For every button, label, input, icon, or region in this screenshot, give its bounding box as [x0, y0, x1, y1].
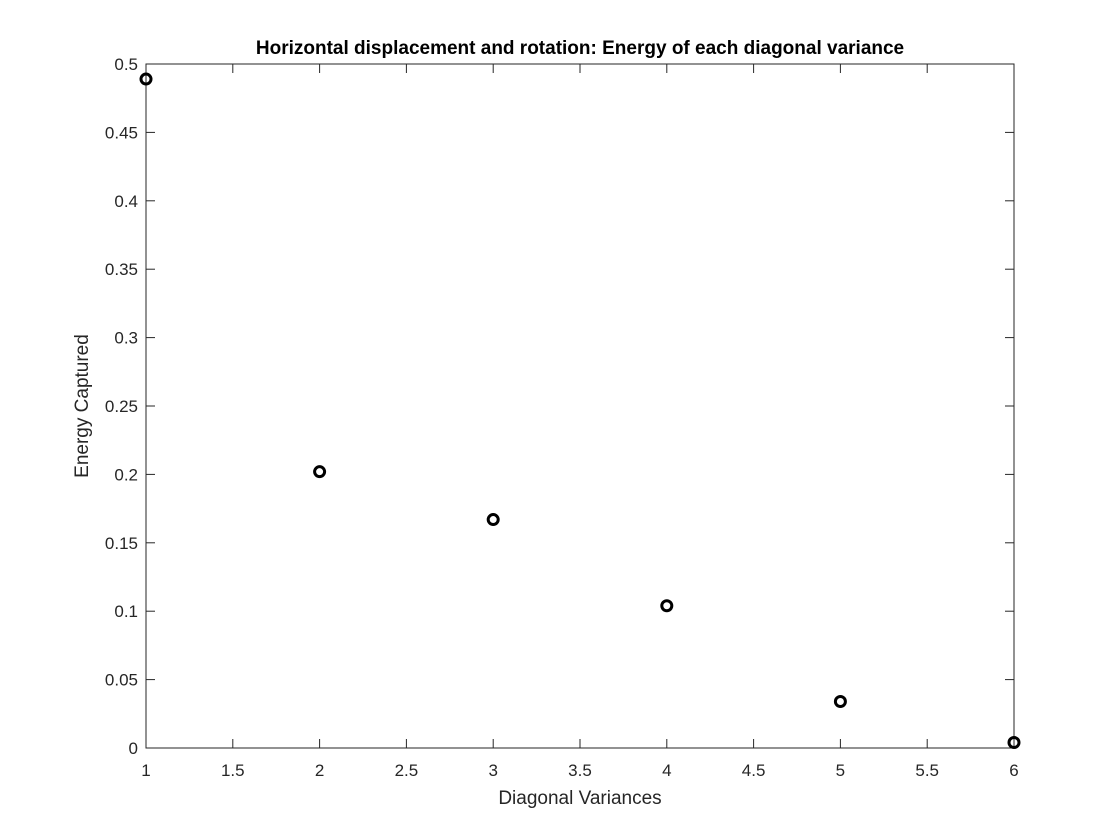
y-tick-label: 0.45: [105, 123, 138, 142]
x-tick-label: 1.5: [221, 761, 245, 780]
y-tick-label: 0.35: [105, 260, 138, 279]
y-tick-label: 0.1: [114, 602, 138, 621]
data-point: [486, 513, 500, 527]
y-axis-label: Energy Captured: [72, 334, 93, 478]
x-tick-label: 2: [315, 761, 324, 780]
x-tick-label: 1: [141, 761, 150, 780]
y-tick-label: 0.5: [114, 55, 138, 74]
x-tick-label: 5.5: [915, 761, 939, 780]
data-points: [139, 72, 1021, 750]
x-tick-label: 4.5: [742, 761, 766, 780]
data-point: [1007, 736, 1021, 750]
y-tick-label: 0.25: [105, 397, 138, 416]
y-tick-label: 0: [129, 739, 138, 758]
x-tick-label: 3.5: [568, 761, 592, 780]
data-point: [833, 694, 847, 708]
y-tick-label: 0.05: [105, 671, 138, 690]
y-tick-label: 0.4: [114, 192, 138, 211]
x-axis-label: Diagonal Variances: [498, 788, 661, 809]
x-tick-label: 5: [836, 761, 845, 780]
y-tick-label: 0.2: [114, 465, 138, 484]
y-tick-label: 0.3: [114, 329, 138, 348]
data-point: [660, 599, 674, 613]
axes-box: [145, 63, 1015, 749]
data-point: [139, 72, 153, 86]
x-tick-label: 3: [488, 761, 497, 780]
x-tick-label: 2.5: [395, 761, 419, 780]
data-point: [313, 465, 327, 479]
x-tick-label: 6: [1009, 761, 1018, 780]
x-tick-label: 4: [662, 761, 671, 780]
x-axis-ticks: 1 1.5 2 2.5 3 3.5 4 4.5 5 5.5 6: [141, 64, 1019, 780]
chart-title: Horizontal displacement and rotation: En…: [256, 38, 904, 59]
y-axis-ticks: 0 0.05 0.1 0.15 0.2 0.25 0.3 0.35 0.4 0.45 0.5: [105, 55, 1014, 758]
y-tick-label: 0.15: [105, 534, 138, 553]
plot-area: [145, 63, 1015, 749]
